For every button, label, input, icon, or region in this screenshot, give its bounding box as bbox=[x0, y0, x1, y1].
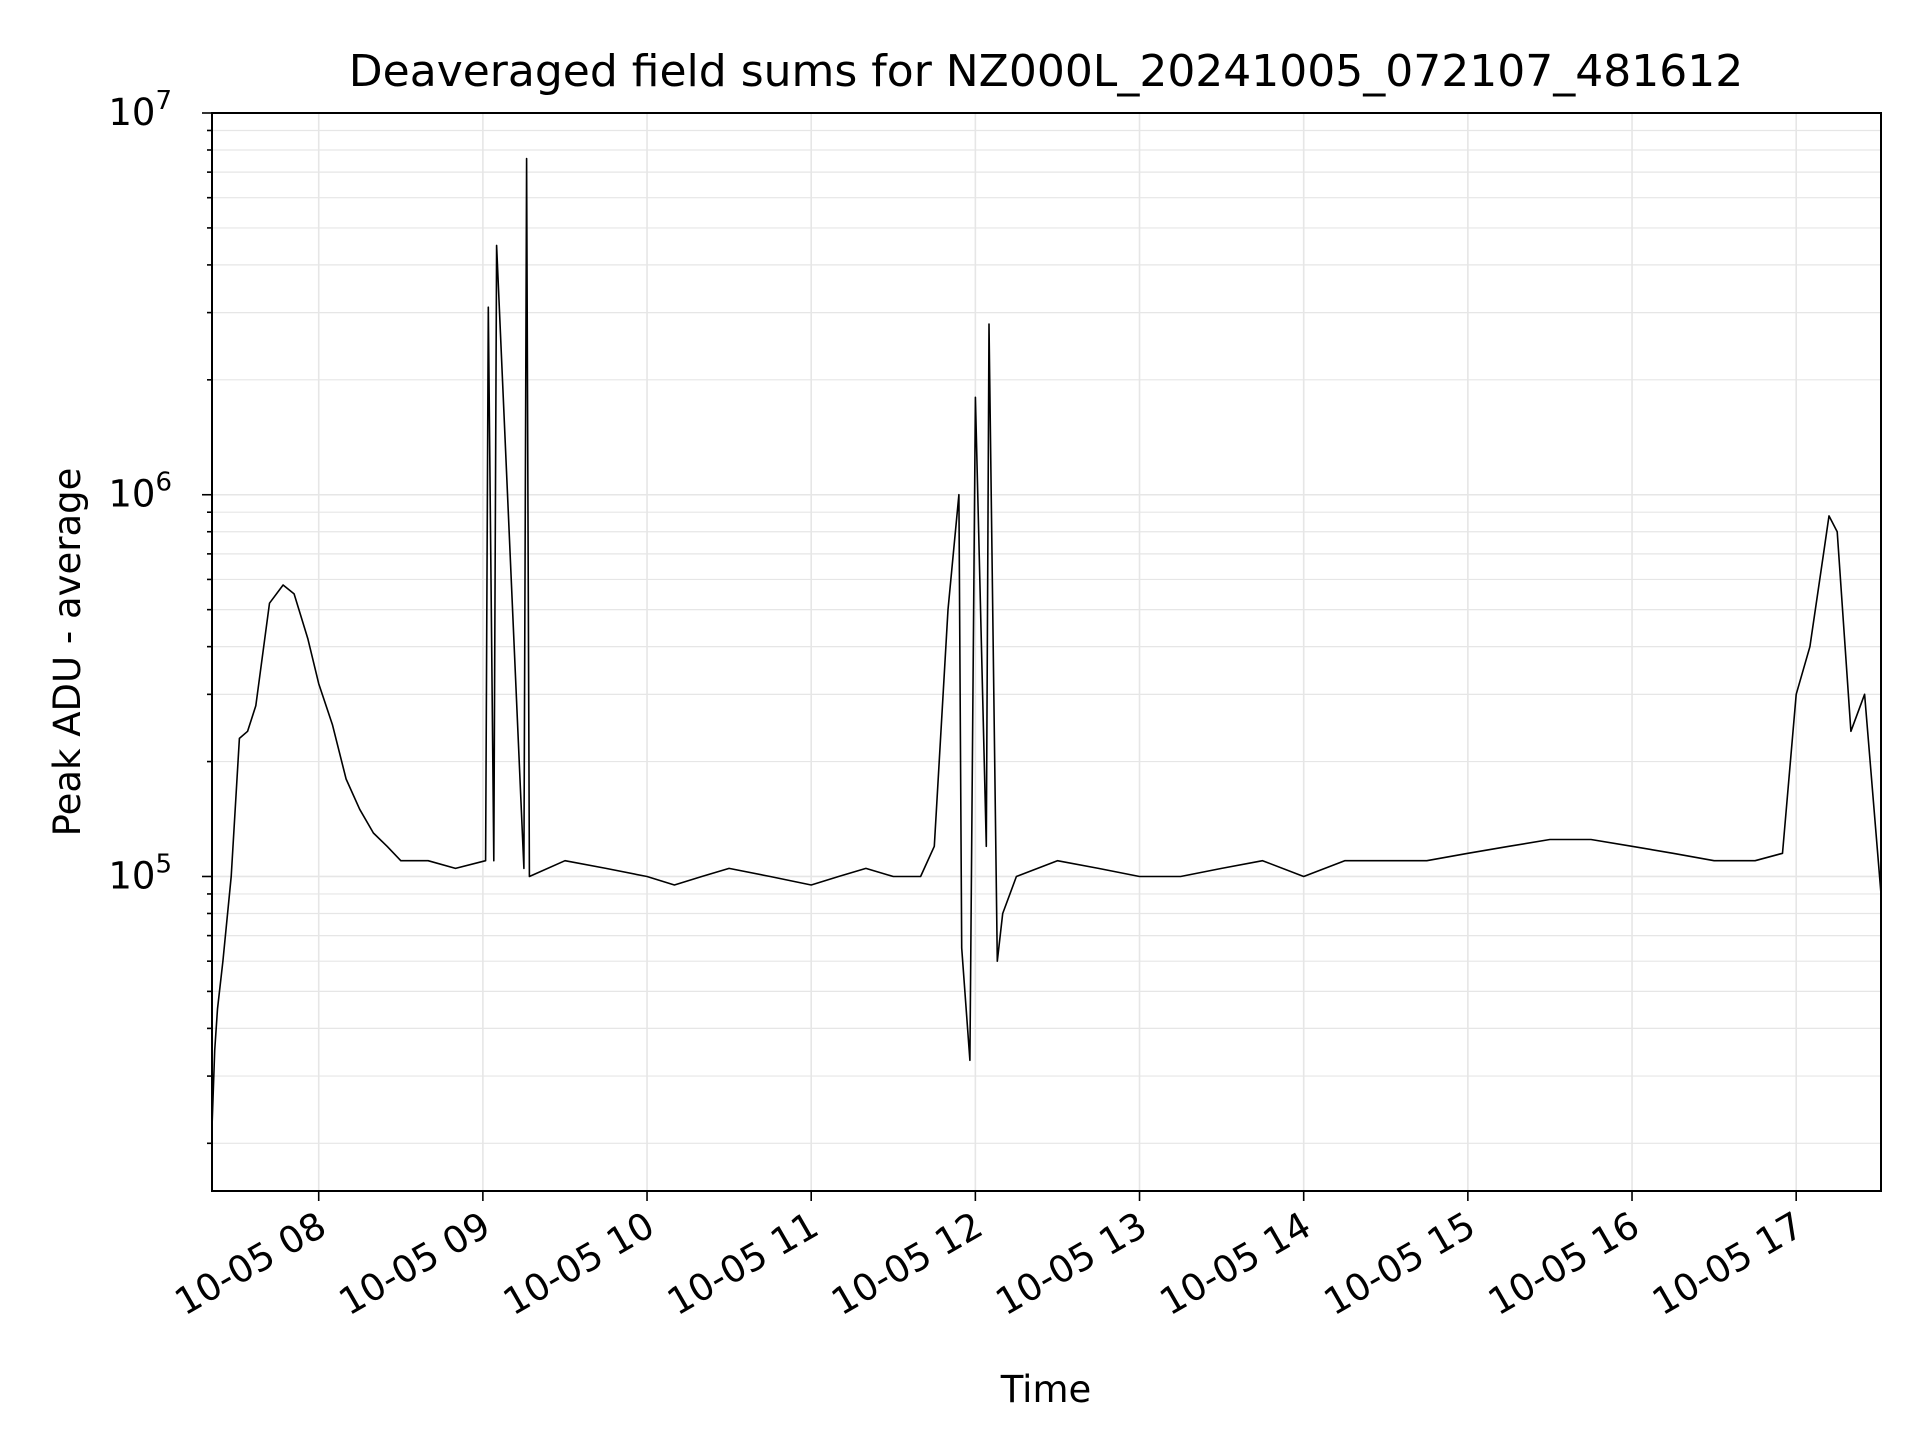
y-tick-label: 105 bbox=[108, 849, 172, 897]
plot-frame bbox=[211, 112, 1882, 1192]
y-tick-label: 107 bbox=[108, 86, 172, 134]
grid bbox=[212, 112, 1881, 1191]
y-tick-exponent: 5 bbox=[155, 849, 172, 879]
y-tick-base: 10 bbox=[108, 91, 155, 134]
y-tick-exponent: 6 bbox=[155, 468, 172, 498]
y-axis-label: Peak ADU - average bbox=[46, 468, 89, 837]
y-tick-base: 10 bbox=[108, 473, 155, 516]
y-tick-label: 106 bbox=[108, 468, 172, 516]
chart-title: Deaveraged field sums for NZ000L_2024100… bbox=[349, 46, 1743, 97]
y-tick-base: 10 bbox=[108, 854, 155, 897]
y-tick-exponent: 7 bbox=[155, 86, 172, 116]
x-axis-label: Time bbox=[1000, 1368, 1092, 1411]
series-line bbox=[211, 157, 1882, 1128]
